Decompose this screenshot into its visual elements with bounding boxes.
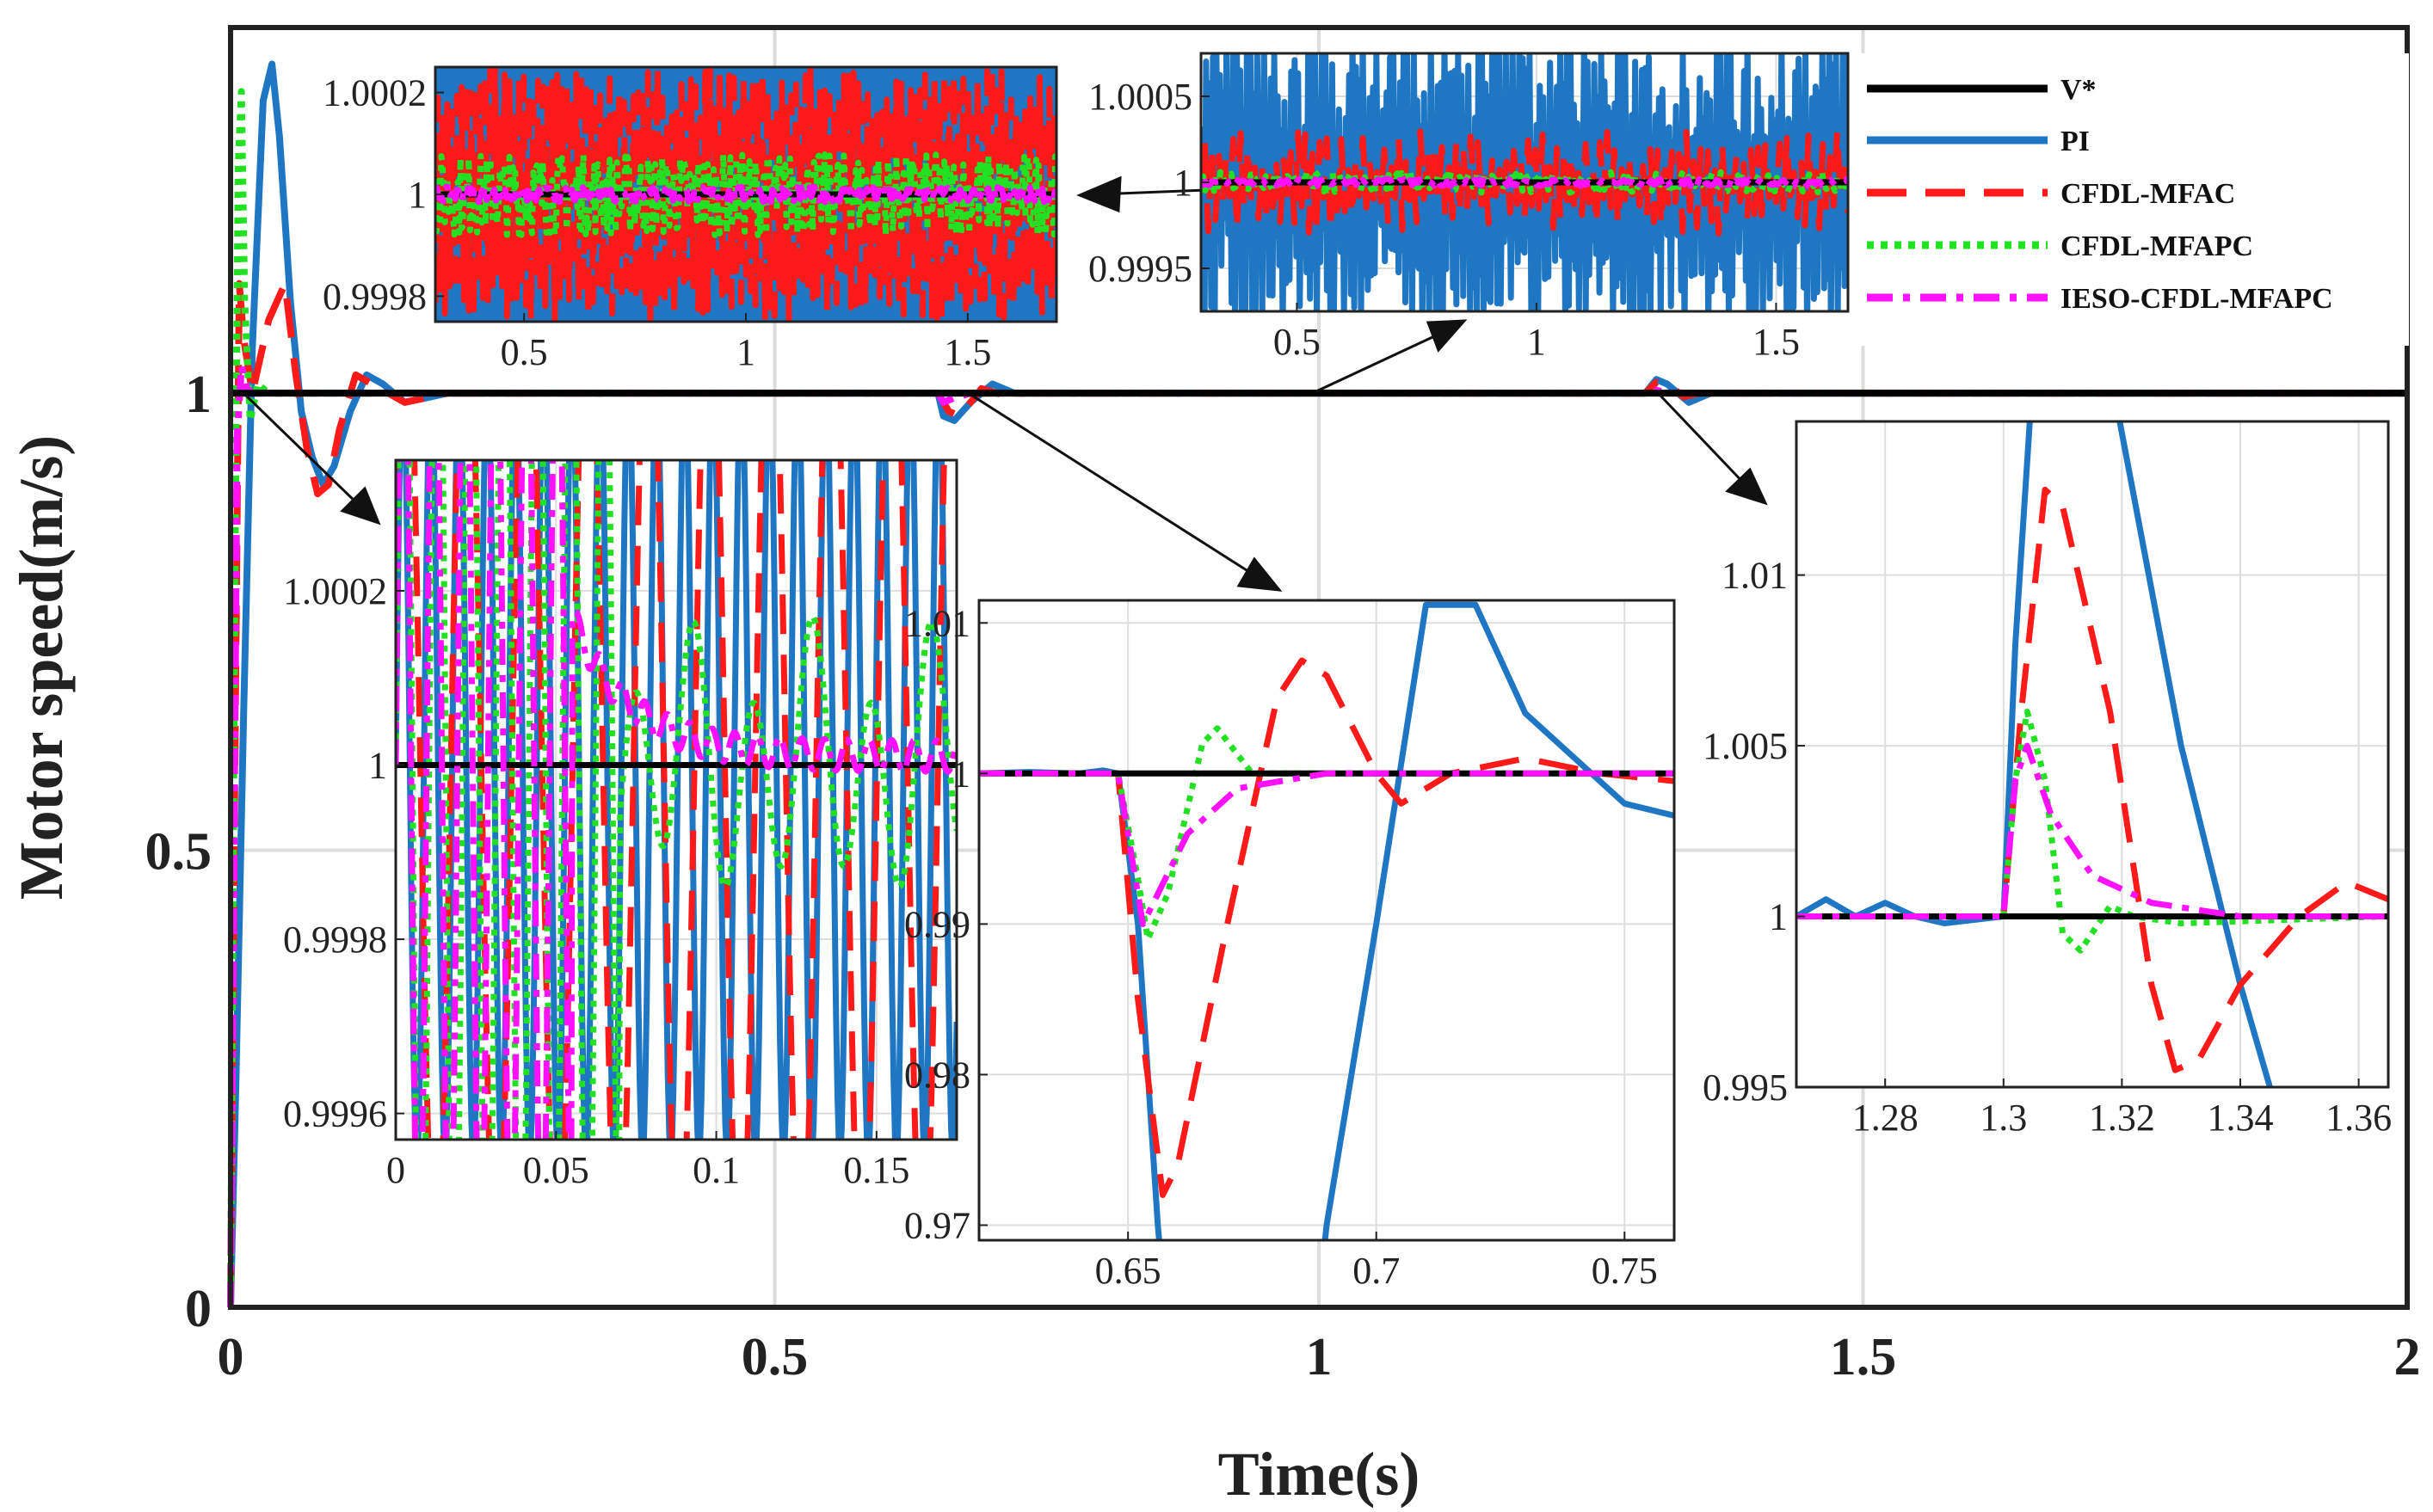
inset-b-x-tick-label: 1 xyxy=(1527,321,1546,363)
inset-d-y-tick-label: 0.98 xyxy=(904,1054,970,1096)
legend: V* PI CFDL-MFAC CFDL-MFAPC IESO-CFDL-MFA… xyxy=(1850,53,2409,346)
main-y-tick-label: 1 xyxy=(185,366,212,424)
inset-d-background xyxy=(979,600,1674,1240)
inset-d-x-tick-label: 0.75 xyxy=(1592,1250,1658,1292)
inset-e-x-tick-label: 1.32 xyxy=(2089,1097,2155,1139)
main-y-tick-label: 0 xyxy=(185,1280,212,1338)
inset-c-series-pi xyxy=(396,460,957,1140)
inset-c-x-tick-label: 0 xyxy=(386,1149,405,1191)
main-x-tick-label: 0 xyxy=(218,1328,244,1386)
inset-c-x-tick-label: 0.05 xyxy=(523,1149,589,1191)
inset-a-x-tick-label: 0.5 xyxy=(501,331,548,373)
inset-e-y-tick-label: 1.005 xyxy=(1703,725,1788,767)
main-x-tick-label: 1.5 xyxy=(1830,1328,1897,1386)
inset-b-y-tick-label: 1 xyxy=(1173,162,1192,204)
inset-c-y-tick-label: 1 xyxy=(368,744,387,786)
inset-b-y-tick-label: 0.9995 xyxy=(1088,248,1192,290)
inset-d-x-tick-label: 0.7 xyxy=(1352,1250,1400,1292)
arrow-to-inset-e xyxy=(1659,394,1748,488)
inset-b-y-tick-label: 1.0005 xyxy=(1088,76,1192,118)
inset-d-series-cfdl-mfac xyxy=(979,657,1674,1198)
main-x-tick-label: 2 xyxy=(2394,1328,2421,1386)
arrow-head-inset-d xyxy=(1236,556,1283,592)
inset-a-y-tick-label: 1.0002 xyxy=(323,72,427,114)
inset-a-series-cfdl-mfapc xyxy=(435,151,1056,238)
legend-label-v-ref: V* xyxy=(2060,74,2097,106)
main-x-tick-label: 1 xyxy=(1306,1328,1333,1386)
inset-c-series-cfdl-mfapc xyxy=(396,460,957,1140)
inset-e-x-tick-label: 1.3 xyxy=(1980,1097,2027,1139)
inset-e-x-tick-label: 1.36 xyxy=(2325,1097,2392,1139)
inset-a-y-tick-label: 1 xyxy=(408,174,427,216)
inset-c-y-tick-label: 1.0002 xyxy=(283,570,387,612)
inset-b-series-ieso-cfdl-mfapc xyxy=(1201,175,1848,189)
legend-label-cfdl-mfapc: CFDL-MFAPC xyxy=(2060,230,2253,262)
main-plot-frame xyxy=(228,25,2410,1310)
inset-b-x-tick-label: 1.5 xyxy=(1752,321,1800,363)
inset-c-y-tick-label: 0.9998 xyxy=(283,919,387,961)
inset-d-y-tick-label: 0.99 xyxy=(904,903,970,945)
inset-e-x-tick-label: 1.28 xyxy=(1852,1097,1919,1139)
y-axis-label: Motor speed(m/s) xyxy=(7,435,76,900)
inset-e-series-ieso-cfdl-mfapc xyxy=(1796,742,2388,919)
legend-label-ieso-cfdl-mfapc: IESO-CFDL-MFAPC xyxy=(2060,283,2333,315)
arrow-head-inset-b xyxy=(1426,319,1468,353)
arrow-to-inset-c xyxy=(244,394,363,509)
arrow-head-inset-a xyxy=(1076,175,1122,213)
inset-c-y-tick-label: 0.9996 xyxy=(283,1093,387,1135)
arrow-to-inset-b xyxy=(1315,329,1446,393)
arrow-head-inset-e xyxy=(1725,467,1768,506)
inset-b-series-cfdl-mfac xyxy=(1201,127,1848,237)
inset-c-series-ieso-cfdl-mfapc xyxy=(396,460,957,1140)
main-series-ieso-cfdl-mfapc xyxy=(227,362,2407,1308)
inset-a-y-tick-label: 0.9998 xyxy=(323,275,427,317)
inset-a-series-cfdl-mfac xyxy=(435,67,1056,322)
inset-c-x-tick-label: 0.15 xyxy=(843,1149,909,1191)
arrow-head-inset-c xyxy=(340,486,381,526)
inset-a-x-tick-label: 1 xyxy=(736,331,755,373)
inset-e-y-tick-label: 1.01 xyxy=(1722,555,1788,597)
inset-e: 1.28 1.3 1.32 1.34 1.36 0.995 1 1.005 1.01 xyxy=(1703,420,2392,1139)
inset-e-y-tick-label: 1 xyxy=(1769,896,1788,938)
inset-d-series-ieso-cfdl-mfapc xyxy=(979,770,1674,927)
inset-d-y-tick-label: 1.01 xyxy=(904,602,970,644)
inset-b: 0.5 1 1.5 0.9995 1 1.0005 xyxy=(1088,52,1850,363)
legend-label-cfdl-mfac: CFDL-MFAC xyxy=(2060,178,2235,210)
inset-e-series-cfdl-mfac xyxy=(1796,486,2388,1073)
inset-d-y-tick-label: 1 xyxy=(952,753,970,795)
inset-a-series-ieso-cfdl-mfapc xyxy=(435,183,1056,206)
legend-label-pi: PI xyxy=(2060,126,2090,157)
inset-b-x-tick-label: 0.5 xyxy=(1273,321,1321,363)
x-axis-label: Time(s) xyxy=(1218,1440,1420,1509)
inset-a: 0.5 1 1.5 0.9998 1 1.0002 xyxy=(323,65,1058,373)
inset-e-series-cfdl-mfapc xyxy=(1796,708,2388,954)
inset-e-y-tick-label: 0.995 xyxy=(1703,1066,1788,1109)
inset-e-background xyxy=(1796,421,2388,1087)
inset-a-x-tick-label: 1.5 xyxy=(944,331,991,373)
inset-d-frame xyxy=(977,599,1676,1242)
inset-c-x-tick-label: 0.1 xyxy=(693,1149,740,1191)
inset-c-frame xyxy=(394,458,958,1141)
main-y-tick-label: 0.5 xyxy=(145,823,213,882)
inset-e-frame xyxy=(1795,420,2390,1089)
inset-d-y-tick-label: 0.97 xyxy=(904,1204,970,1246)
main-x-tick-label: 0.5 xyxy=(742,1328,809,1386)
inset-e-x-tick-label: 1.34 xyxy=(2208,1097,2274,1139)
inset-c: 0 0.05 0.1 0.15 0.9996 0.9998 1 1.0002 xyxy=(283,458,958,1191)
inset-d-x-tick-label: 0.65 xyxy=(1095,1250,1161,1292)
inset-d: 0.65 0.7 0.75 0.97 0.98 0.99 1 1.01 xyxy=(904,599,1676,1292)
arrow-to-inset-d xyxy=(971,394,1257,578)
